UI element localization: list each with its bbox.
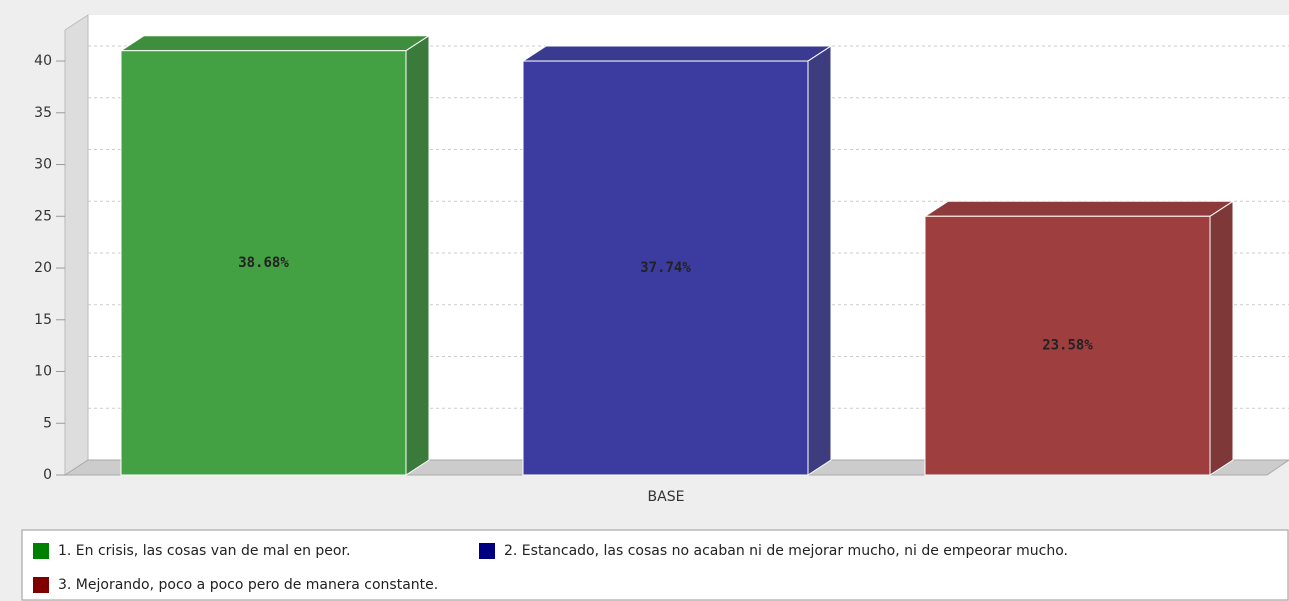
bar-label: 23.58% [1042,338,1093,354]
y-tick-label: 25 [34,208,52,224]
y-tick-label: 15 [34,312,52,328]
legend-label: 3. Mejorando, poco a poco pero de manera… [58,577,438,593]
bar [120,50,407,476]
bar [924,215,1211,476]
bar-side [1209,200,1234,476]
y-tick-label: 0 [43,467,52,483]
bar-top [521,45,833,62]
y-tick-label: 10 [34,364,52,380]
y-tick-label: 40 [34,53,52,69]
left-wall [64,14,89,476]
bar-top [119,35,431,52]
legend-swatch [33,577,49,593]
bar-label: 38.68% [238,255,289,271]
bar-top [923,200,1235,217]
y-tick-label: 30 [34,157,52,173]
legend [21,529,1289,601]
bar-side [807,45,832,476]
legend-label: 2. Estancado, las cosas no acaban ni de … [504,543,1068,559]
legend-label: 1. En crisis, las cosas van de mal en pe… [58,543,350,559]
y-tick-label: 5 [43,415,52,431]
y-tick-label: 20 [34,260,52,276]
bar [522,60,809,476]
bar-side [405,34,430,476]
x-tick-label: BASE [648,489,685,505]
legend-swatch [33,543,49,559]
legend-swatch [479,543,495,559]
y-tick-label: 35 [34,105,52,121]
bar-label: 37.74% [640,260,691,276]
